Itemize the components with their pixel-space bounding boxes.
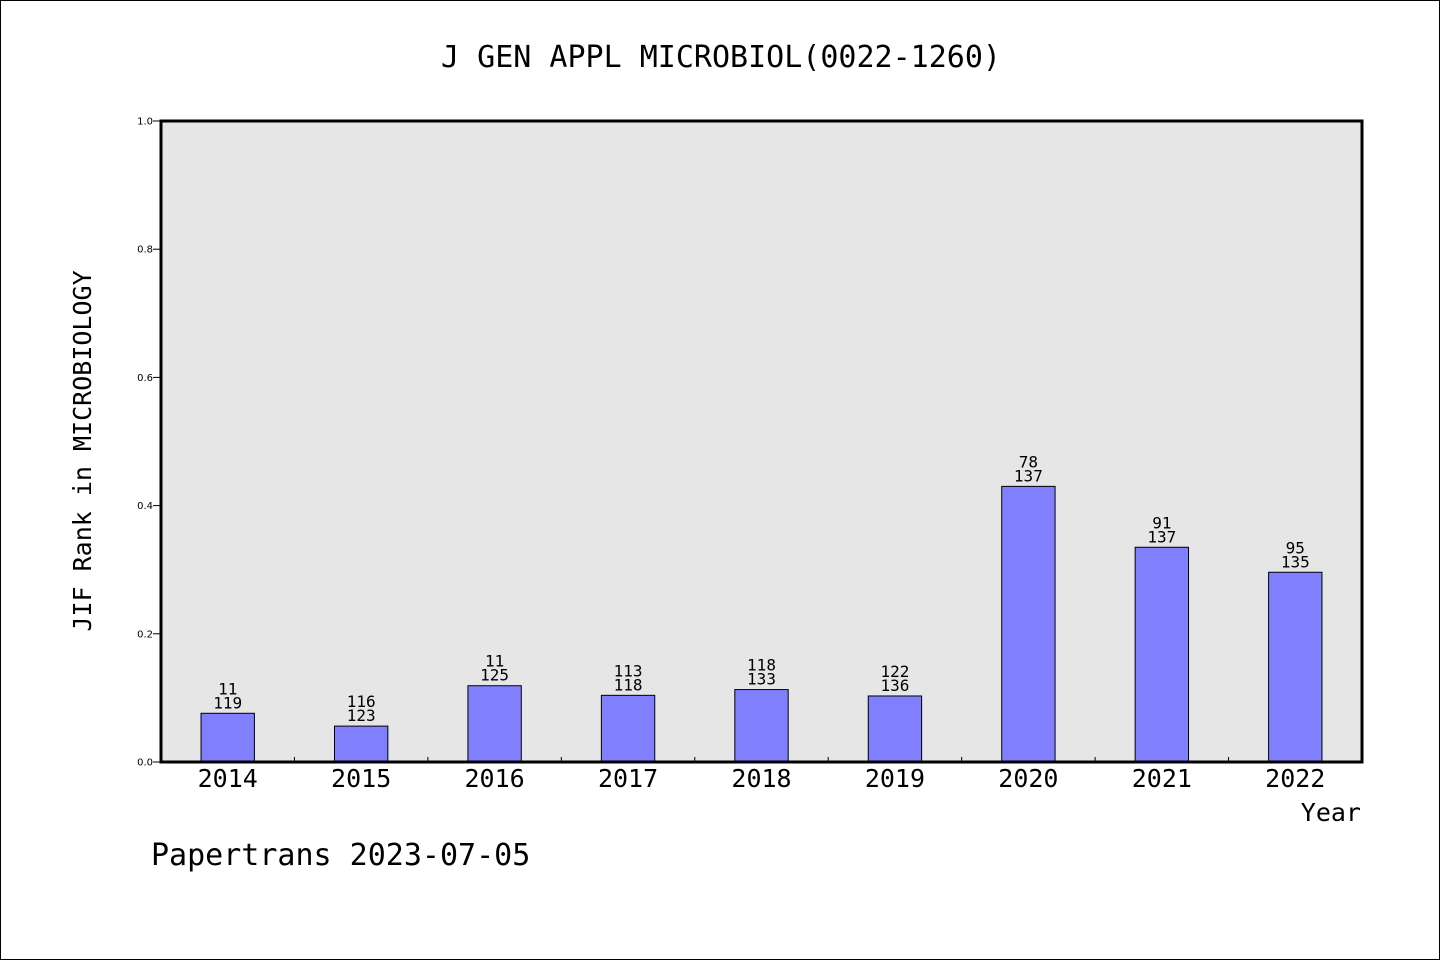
x-tick-label: 2014 bbox=[198, 764, 258, 793]
x-tick-label: 2022 bbox=[1265, 764, 1325, 793]
x-tick-label: 2020 bbox=[998, 764, 1058, 793]
bar-label-top: 11 bbox=[218, 679, 237, 698]
plot-border bbox=[159, 119, 1364, 764]
bar-label-top: 91 bbox=[1152, 513, 1171, 532]
x-tick-label: 2017 bbox=[598, 764, 658, 793]
bar bbox=[333, 725, 389, 763]
bar bbox=[467, 685, 522, 763]
y-axis-title: JIF Rank in MICROBIOLOGY bbox=[68, 270, 97, 631]
footer-text: Papertrans 2023-07-05 bbox=[151, 838, 530, 873]
bar-label-bottom: 137 bbox=[1147, 527, 1176, 546]
x-tick-label: 2015 bbox=[331, 764, 391, 793]
bar-label-top: 116 bbox=[347, 692, 376, 711]
bar-label-top: 78 bbox=[1019, 452, 1038, 471]
y-tick-label: 0.8 bbox=[137, 245, 153, 256]
bar-label-bottom: 137 bbox=[1014, 466, 1043, 485]
y-tick-label: 0.4 bbox=[137, 501, 153, 512]
bar-label-bottom: 125 bbox=[480, 666, 509, 685]
x-tick-label: 2018 bbox=[731, 764, 791, 793]
x-axis-ticks: 2014 2015 2016 2017 2018 2019 2020 2021 2022 bbox=[198, 757, 1325, 793]
x-tick-label: 2021 bbox=[1132, 764, 1192, 793]
bar-label-top: 95 bbox=[1286, 538, 1305, 557]
bar-label-top: 122 bbox=[880, 662, 909, 681]
bar-label-bottom: 133 bbox=[747, 670, 776, 689]
y-axis-ticks: 0.0 0.2 0.4 0.6 0.8 1.0 bbox=[137, 117, 161, 769]
bar-label-bottom: 123 bbox=[347, 706, 376, 725]
chart-title: J GEN APPL MICROBIOL(0022-1260) bbox=[441, 40, 1001, 75]
bar bbox=[734, 689, 789, 763]
bar bbox=[600, 694, 656, 763]
bar bbox=[867, 695, 923, 763]
bar-label-bottom: 118 bbox=[614, 675, 643, 694]
bar-label-top: 113 bbox=[614, 661, 643, 680]
bar bbox=[200, 712, 255, 763]
x-tick-label: 2016 bbox=[465, 764, 525, 793]
y-tick-label: 0.0 bbox=[137, 758, 153, 769]
bar bbox=[1134, 546, 1190, 763]
bar bbox=[1001, 485, 1056, 763]
bar-label-bottom: 136 bbox=[880, 676, 909, 695]
bar-label-top: 11 bbox=[485, 652, 504, 671]
x-tick-label: 2019 bbox=[865, 764, 925, 793]
x-axis-title: Year bbox=[1301, 798, 1361, 827]
bar-label-bottom: 135 bbox=[1281, 552, 1310, 571]
y-tick-label: 0.2 bbox=[137, 629, 153, 640]
bar-label-top: 118 bbox=[747, 656, 776, 675]
bar bbox=[1268, 571, 1323, 763]
y-tick-label: 1.0 bbox=[137, 117, 153, 128]
bar-label-bottom: 119 bbox=[213, 693, 242, 712]
y-tick-label: 0.6 bbox=[137, 373, 153, 384]
